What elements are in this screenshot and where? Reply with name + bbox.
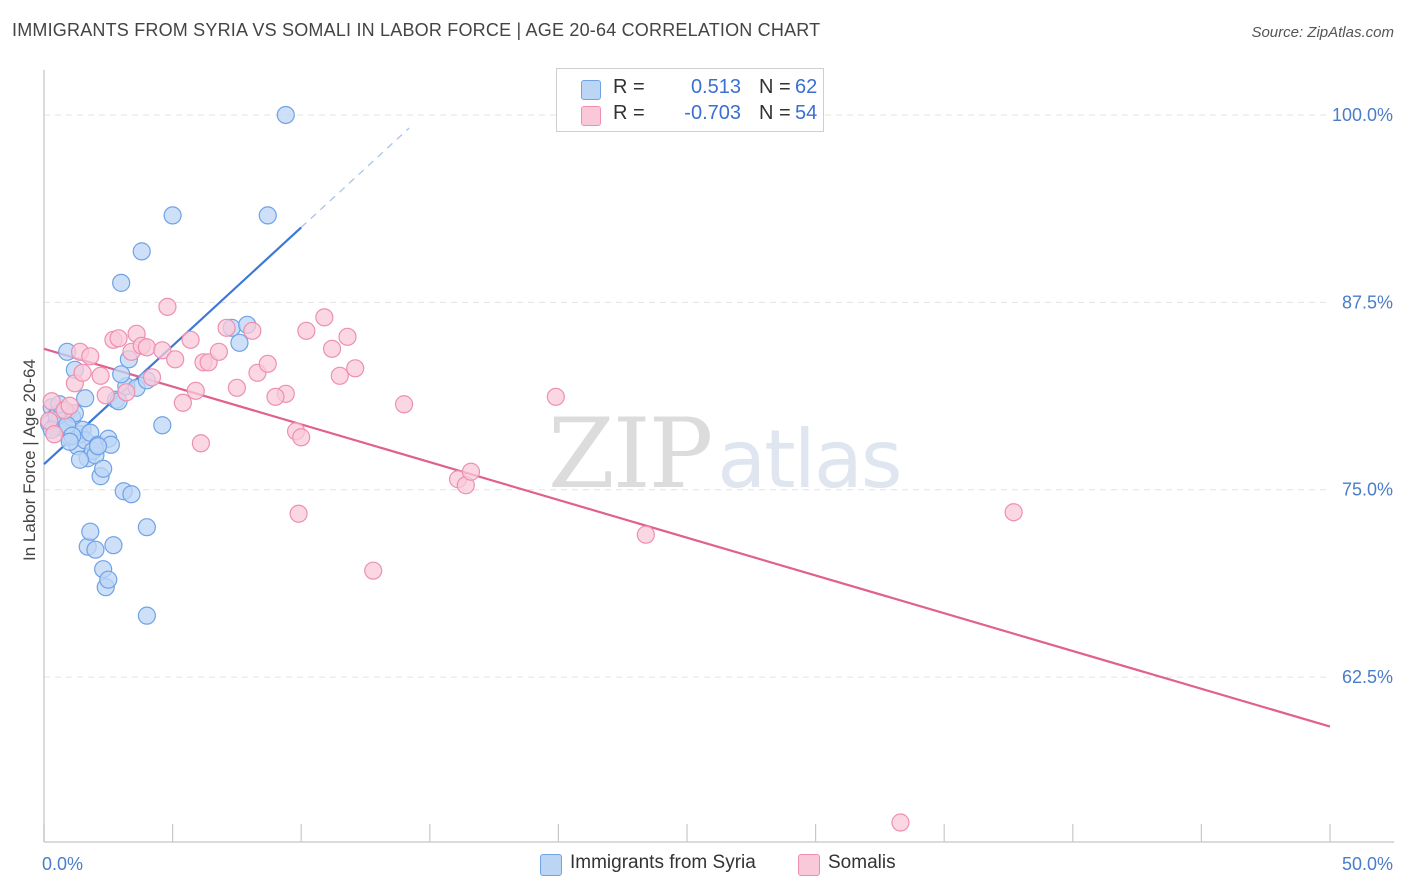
point-syria [163, 206, 182, 225]
x-tick-label-max: 50.0% [1342, 854, 1393, 874]
y-tick-label: 87.5% [1342, 292, 1393, 312]
point-syria [81, 522, 100, 541]
point-somalis [42, 392, 61, 411]
point-syria [76, 389, 95, 408]
point-somalis [60, 396, 79, 415]
point-somalis [315, 308, 334, 327]
point-somalis [137, 338, 156, 357]
point-somalis [166, 350, 185, 369]
point-syria [88, 437, 108, 456]
stats-swatch-syria [581, 80, 601, 100]
watermark: ZIPatlas [548, 398, 903, 510]
point-somalis [243, 321, 262, 340]
chart-title: IMMIGRANTS FROM SYRIA VS SOMALI IN LABOR… [12, 20, 821, 40]
r-label: R = [613, 102, 645, 124]
point-syria [86, 540, 105, 559]
point-somalis [266, 387, 285, 406]
r-label: R = [613, 76, 645, 98]
point-somalis [73, 363, 92, 382]
n-value: 54 [795, 102, 818, 124]
point-somalis [217, 318, 236, 337]
point-somalis [461, 462, 481, 481]
point-somalis [322, 339, 342, 358]
trendline-syria-extension [300, 127, 410, 228]
point-syria [112, 273, 131, 292]
point-somalis [96, 386, 115, 405]
point-somalis [91, 366, 110, 385]
point-syria [132, 242, 151, 261]
point-syria [137, 606, 156, 625]
point-syria [94, 459, 113, 478]
point-somalis [173, 393, 192, 412]
point-syria [122, 485, 141, 504]
point-syria [230, 333, 249, 352]
stats-swatch-somalis [581, 106, 601, 126]
point-somalis [117, 383, 136, 402]
point-somalis [364, 561, 383, 580]
point-somalis [1004, 503, 1023, 522]
point-somalis [891, 813, 910, 832]
legend-swatch-somalis [798, 854, 820, 876]
n-value: 62 [795, 76, 818, 98]
trendline-somalis [43, 347, 1331, 728]
legend-label: Immigrants from Syria [570, 852, 756, 873]
y-tick-label: 75.0% [1342, 480, 1393, 500]
stats-box: R = 0.513 N = 62 R = -0.703 N = 54 [556, 68, 824, 132]
y-tick-label: 62.5% [1342, 667, 1393, 687]
legend-label: Somalis [828, 852, 896, 873]
label-layer: 62.5% 75.0% 87.5% 100.0% 0.0% 50.0% [42, 105, 1393, 874]
y-tick-label: 100.0% [1332, 105, 1393, 125]
point-somalis [191, 434, 210, 453]
point-somalis [546, 387, 565, 406]
watermark-zip: ZIP [548, 398, 713, 510]
point-somalis [338, 327, 357, 346]
point-somalis [394, 395, 414, 414]
point-somalis [45, 425, 64, 444]
point-syria [137, 518, 156, 537]
point-somalis [346, 359, 365, 378]
point-syria [99, 570, 118, 589]
point-syria [104, 536, 123, 555]
point-somalis [209, 342, 228, 361]
point-somalis [109, 329, 128, 348]
point-syria [258, 206, 277, 225]
n-label: N = [759, 76, 791, 98]
source-credit: Source: ZipAtlas.com [1251, 24, 1394, 41]
point-somalis [330, 366, 349, 385]
point-layer [40, 105, 1023, 832]
point-somalis [186, 381, 205, 400]
point-syria [60, 432, 79, 451]
point-somalis [81, 347, 100, 366]
watermark-atlas: atlas [717, 413, 902, 506]
point-somalis [289, 504, 308, 523]
trend-layer [43, 127, 1331, 728]
axis-layer [43, 70, 1394, 843]
n-label: N = [759, 102, 791, 124]
point-somalis [153, 341, 172, 360]
point-somalis [297, 321, 316, 340]
point-somalis [142, 368, 162, 387]
point-somalis [636, 525, 655, 544]
r-value: 0.513 [690, 76, 741, 98]
point-syria [112, 365, 131, 384]
point-somalis [258, 354, 277, 373]
point-somalis [158, 297, 177, 316]
legend-swatch-syria [540, 854, 562, 876]
point-syria [276, 105, 295, 125]
point-somalis [292, 428, 311, 447]
point-syria [70, 450, 90, 469]
point-syria [153, 416, 172, 435]
point-somalis [181, 330, 200, 349]
point-somalis [227, 378, 246, 397]
r-value: -0.703 [684, 102, 741, 124]
x-tick-label-min: 0.0% [42, 854, 83, 874]
